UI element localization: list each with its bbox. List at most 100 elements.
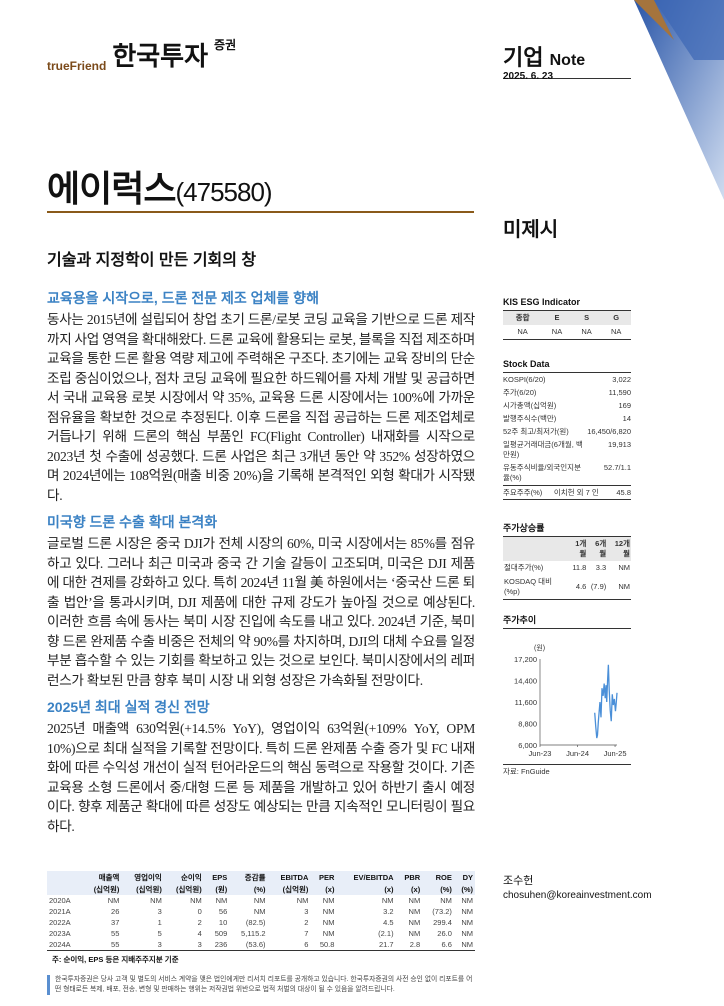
financial-cell: 26 <box>111 907 120 916</box>
stock-data-label: 주가(6/20) <box>503 387 537 397</box>
financial-cell: NM <box>461 929 473 938</box>
financial-cell: NM <box>408 929 421 938</box>
price-line <box>594 664 618 739</box>
chart-title: 주가추이 <box>503 614 631 629</box>
financial-cell: NM <box>253 896 266 905</box>
price-chart: 주가추이 (원) 17,200 14,400 11,600 8,800 6,000 Jun-… <box>503 614 631 777</box>
esg-header: S <box>571 310 602 325</box>
performance-row: KOSDAQ 대비(%p) 4.6 (7.9) NM <box>503 575 631 600</box>
company-code: (475580) <box>175 177 272 207</box>
financial-cell: 2024A <box>49 940 71 949</box>
financial-header: PER <box>310 871 337 883</box>
financial-cell: 0 <box>197 907 202 916</box>
stock-data-value: 52.7/1.1 <box>603 462 631 472</box>
stock-data-row: 시가총액(십억원) 169 <box>503 399 631 412</box>
stock-data-row: 유동주식비율/외국인지분율(%) 52.7/1.1 <box>503 461 631 484</box>
financial-cell: 4 <box>197 929 202 938</box>
financial-cell: 2021A <box>49 907 71 916</box>
financial-cell: 5,115.2 <box>241 929 266 938</box>
performance-header: 6개월 <box>587 537 608 561</box>
analyst-name: 조수헌 <box>503 875 534 887</box>
financial-header: DY <box>453 871 475 883</box>
financial-cell: (73.2) <box>432 907 452 916</box>
financial-header: 순이익 <box>163 871 204 883</box>
financial-cell: 5 <box>157 929 162 938</box>
company-title: 에이럭스(475580) <box>47 160 273 212</box>
financial-header: (x) <box>336 883 396 895</box>
financial-header: EBITDA <box>267 871 311 883</box>
y-tick-label: 8,800 <box>518 720 537 729</box>
report-type-kr: 기업 <box>503 45 544 70</box>
esg-value: NA <box>601 325 631 340</box>
financial-header: EPS <box>203 871 230 883</box>
performance-cell: NM <box>618 563 630 572</box>
report-type-en: Note <box>549 52 586 69</box>
y-tick-label: 14,400 <box>514 677 537 686</box>
title-divider <box>47 211 474 213</box>
performance-header: 1개월 <box>567 537 588 561</box>
performance-cell: (7.9) <box>590 582 607 591</box>
analyst-email[interactable]: chosuhen@koreainvestment.com <box>503 890 652 901</box>
financial-cell: NM <box>461 907 473 916</box>
financial-cell: 3 <box>157 940 162 949</box>
financial-cell: NM <box>107 896 120 905</box>
esg-value: NA <box>571 325 602 340</box>
stock-data-value: 3,022 <box>612 374 631 384</box>
financial-cell: NM <box>408 896 421 905</box>
financial-header-row: (십억원) (십억원) (십억원) (원) (%) (십억원) (x) (x) (x) (%) (%… <box>47 883 475 895</box>
financial-row: 2024A 55 3 3 236 (53.6) 6 50.8 21.7 2.8 6.6 NM <box>47 939 475 951</box>
financial-cell: 37 <box>111 918 120 927</box>
logo-text-kr2: 증권 <box>214 38 237 52</box>
major-holder-label: 주요주주(%) <box>503 487 543 497</box>
financial-row: 2021A 26 3 0 56 NM 3 NM 3.2 NM (73.2) NM <box>47 906 475 917</box>
financial-row: 2020A NM NM NM NM NM NM NM NM NM NM NM <box>47 895 475 906</box>
financial-header: (x) <box>395 883 423 895</box>
performance-title: 주가상승률 <box>503 522 631 537</box>
financial-cell: 50.8 <box>319 940 335 949</box>
financial-cell: 2022A <box>49 918 71 927</box>
chart-source: 자료: FnGuide <box>503 764 631 777</box>
stock-data-row: 일평균거래대금(6개월, 백만원) 19,913 <box>503 438 631 461</box>
financial-cell: 55 <box>111 929 120 938</box>
section-heading: 교육용을 시작으로, 드론 전문 제조 업체를 향해 <box>47 290 319 306</box>
financial-header-row: 매출액 영업이익 순이익 EPS 증감률 EBITDA PER EV/EBITDA PBR ROE… <box>47 871 475 883</box>
financial-header: 증감률 <box>229 871 268 883</box>
financial-cell: NM <box>461 896 473 905</box>
x-tick-label: Jun-23 <box>529 749 552 758</box>
report-subtitle: 기술과 지정학이 만든 기회의 창 <box>47 252 257 269</box>
stock-data-value: 169 <box>618 400 631 410</box>
stock-data-value: 14 <box>622 413 631 423</box>
financial-cell: (82.5) <box>245 918 266 927</box>
financial-cell: 56 <box>218 907 228 916</box>
stock-data-row: KOSPI(6/20) 3,022 <box>503 373 631 386</box>
financial-cell: 21.7 <box>378 940 394 949</box>
stock-data: Stock Data KOSPI(6/20) 3,022 주가(6/20) 11,59… <box>503 358 631 500</box>
financial-table: 매출액 영업이익 순이익 EPS 증감률 EBITDA PER EV/EBITDA PBR ROE… <box>47 871 475 951</box>
section-body: 동사는 2015년에 설립되어 창업 초기 드론/로봇 코딩 교육을 기반으로 … <box>47 312 475 503</box>
financial-cell: 509 <box>214 929 228 938</box>
stock-data-value: 11,590 <box>608 387 631 397</box>
financial-header: (원) <box>203 883 230 895</box>
esg-header: E <box>542 310 572 325</box>
x-tick-label: Jun-25 <box>604 749 627 758</box>
financial-cell: NM <box>253 907 266 916</box>
section-2: 미국향 드론 수출 확대 본격화 글로벌 드론 시장은 중국 DJI가 전체 시장… <box>47 514 475 690</box>
financial-cell: 4.5 <box>383 918 394 927</box>
financial-header: 영업이익 <box>121 871 164 883</box>
company-name: 에이럭스 <box>47 168 176 209</box>
rating: 미제시 <box>503 219 559 241</box>
x-tick-label: Jun-24 <box>566 749 589 758</box>
financial-cell: 6 <box>304 940 309 949</box>
financial-cell: 26.0 <box>437 929 452 938</box>
financial-header: (%) <box>422 883 454 895</box>
financial-cell: NM <box>381 896 394 905</box>
stock-data-label: KOSPI(6/20) <box>503 374 546 384</box>
stock-data-label: 52주 최고/최저가(원) <box>503 426 569 436</box>
financial-header: (십억원) <box>163 883 204 895</box>
financial-cell: NM <box>215 896 228 905</box>
esg-header: G <box>601 310 631 325</box>
financial-cell: 55 <box>111 940 120 949</box>
financial-row: 2023A 55 5 4 509 5,115.2 7 NM (2.1) NM 26.0 NM <box>47 928 475 939</box>
